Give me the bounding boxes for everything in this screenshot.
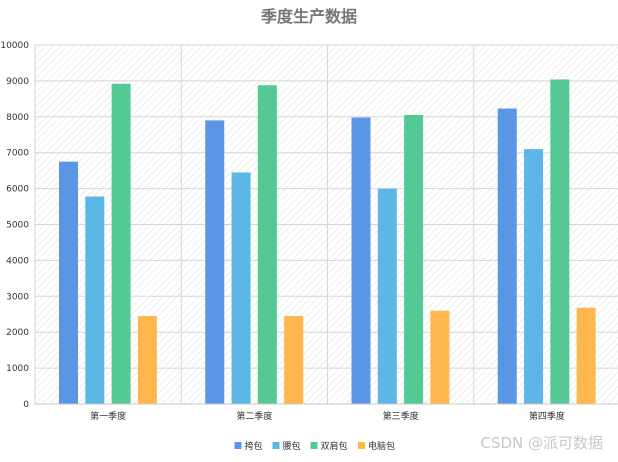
bar[interactable] <box>404 115 424 404</box>
bar[interactable] <box>111 83 131 404</box>
bar[interactable] <box>257 85 277 404</box>
bar[interactable] <box>205 120 225 404</box>
bar[interactable] <box>576 307 596 404</box>
bar[interactable] <box>550 79 570 405</box>
legend-label[interactable]: 挎包 <box>245 440 263 452</box>
bar[interactable] <box>430 310 450 404</box>
x-tick-label: 第一季度 <box>90 410 126 422</box>
bar[interactable] <box>231 172 251 404</box>
legend-label[interactable]: 腰包 <box>283 440 301 452</box>
y-tick-label: 10000 <box>0 41 29 51</box>
y-tick-label: 4000 <box>6 256 29 266</box>
y-tick-label: 6000 <box>6 185 29 195</box>
legend-label[interactable]: 电脑包 <box>368 440 395 452</box>
legend-label[interactable]: 双肩包 <box>321 440 348 452</box>
bar[interactable] <box>85 196 105 404</box>
bar[interactable] <box>524 149 544 404</box>
x-tick-label: 第三季度 <box>383 410 419 422</box>
bar[interactable] <box>497 108 517 404</box>
watermark: CSDN @派可数据 <box>480 434 603 452</box>
x-tick-label: 第四季度 <box>529 410 565 422</box>
y-tick-label: 2000 <box>6 328 29 338</box>
bar[interactable] <box>351 117 371 404</box>
y-tick-label: 3000 <box>6 292 29 302</box>
chart-title: 季度生产数据 <box>260 7 357 26</box>
bar[interactable] <box>377 188 397 404</box>
y-tick-label: 1000 <box>6 364 29 374</box>
y-tick-label: 5000 <box>6 221 29 231</box>
y-tick-label: 0 <box>23 400 29 410</box>
legend-swatch <box>272 442 280 449</box>
bar[interactable] <box>59 161 78 404</box>
x-tick-label: 第二季度 <box>236 410 272 422</box>
y-tick-label: 7000 <box>6 149 29 159</box>
y-tick-label: 9000 <box>6 77 29 87</box>
legend-swatch <box>310 442 318 449</box>
legend-swatch <box>358 442 365 449</box>
bar[interactable] <box>137 316 157 404</box>
bar[interactable] <box>284 316 304 404</box>
y-tick-label: 8000 <box>6 113 29 123</box>
legend-swatch <box>234 442 242 449</box>
